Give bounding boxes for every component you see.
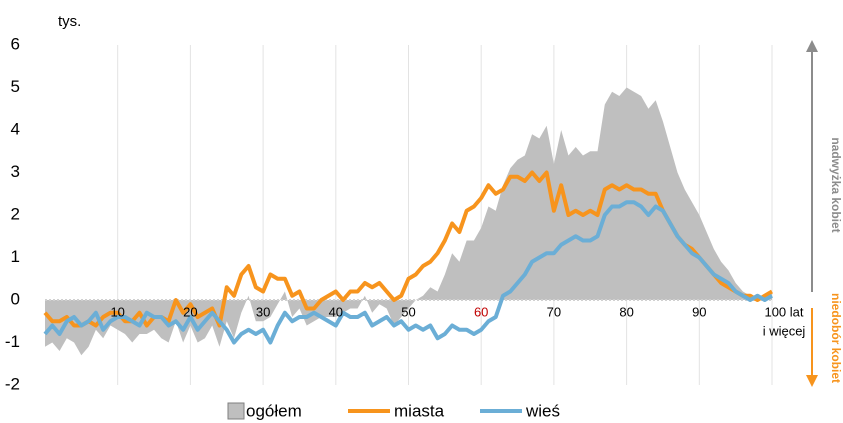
legend-label: wieś xyxy=(525,401,560,420)
x-tick-label: 90 xyxy=(692,304,706,319)
y-tick-label: 1 xyxy=(11,247,20,266)
area xyxy=(45,87,772,356)
x-tick-label: 60 xyxy=(474,304,488,319)
y-unit: tys. xyxy=(58,13,81,30)
side-label: nadwyżka kobiet xyxy=(829,137,843,232)
legend-swatch xyxy=(227,402,245,420)
y-tick-label: 4 xyxy=(11,119,20,138)
x-tick-label: 40 xyxy=(329,304,343,319)
x-tick-label: 70 xyxy=(547,304,561,319)
y-tick-label: -1 xyxy=(5,332,20,351)
side-arrowhead xyxy=(806,375,818,387)
x-tick-label: 10 xyxy=(110,304,124,319)
x-tick-label: 100 lat xyxy=(764,304,803,319)
x-tick-label: 30 xyxy=(256,304,270,319)
x-tick-label: 20 xyxy=(183,304,197,319)
side-label: niedobór kobiet xyxy=(829,293,843,383)
x-tick-label: 80 xyxy=(619,304,633,319)
y-tick-label: -2 xyxy=(5,374,20,393)
y-tick-label: 3 xyxy=(11,162,20,181)
legend-label: ogółem xyxy=(246,401,302,420)
y-tick-label: 5 xyxy=(11,77,20,96)
x-tick-label: 50 xyxy=(401,304,415,319)
y-tick-label: 2 xyxy=(11,204,20,223)
x-tick-note: i więcej xyxy=(763,323,806,338)
legend-label: miasta xyxy=(394,401,445,420)
y-tick-label: 6 xyxy=(11,34,20,53)
side-arrowhead xyxy=(806,40,818,52)
y-tick-label: 0 xyxy=(11,289,20,308)
line xyxy=(43,200,774,345)
